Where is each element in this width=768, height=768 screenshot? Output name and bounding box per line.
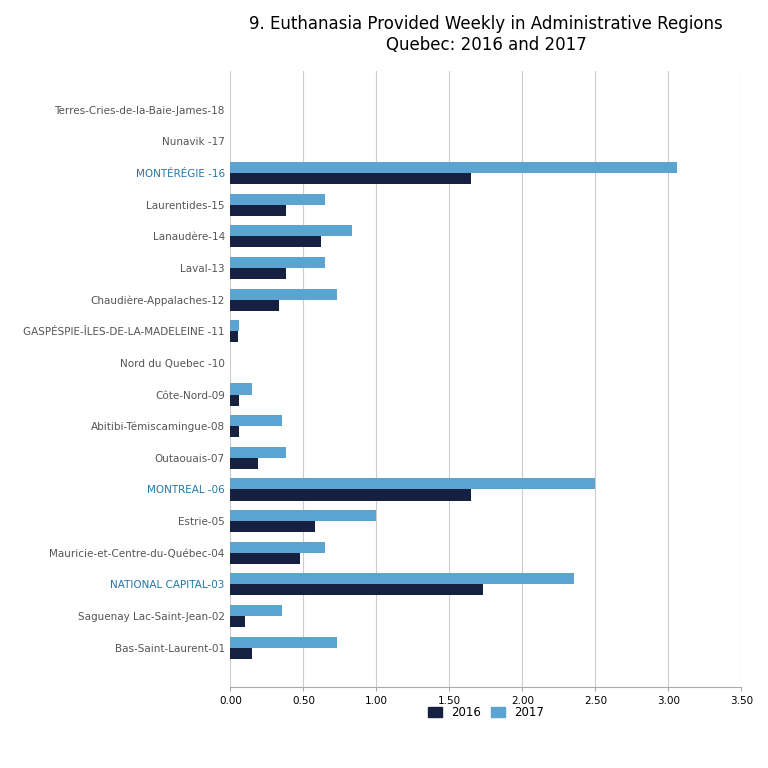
Bar	[230, 489, 472, 501]
Bar	[230, 225, 352, 237]
Bar	[230, 204, 286, 216]
Bar	[230, 257, 326, 268]
Bar	[230, 300, 279, 311]
Bar	[230, 383, 253, 395]
Bar	[230, 395, 239, 406]
Bar	[230, 584, 483, 595]
Bar	[230, 289, 337, 300]
Bar	[230, 458, 258, 469]
Bar	[230, 331, 238, 343]
Bar	[230, 237, 321, 247]
Bar	[230, 605, 282, 616]
Bar	[230, 478, 595, 489]
Bar	[230, 637, 337, 647]
Bar	[230, 173, 472, 184]
Bar	[230, 521, 315, 532]
Bar	[230, 574, 574, 584]
Legend: 2016, 2017: 2016, 2017	[423, 702, 549, 724]
Bar	[230, 194, 326, 204]
Bar	[230, 320, 239, 331]
Bar	[230, 447, 286, 458]
Bar	[230, 162, 677, 173]
Bar	[230, 268, 286, 279]
Bar	[230, 647, 253, 659]
Bar	[230, 415, 282, 426]
Bar	[230, 541, 326, 553]
Bar	[230, 426, 239, 437]
Bar	[230, 553, 300, 564]
Bar	[230, 616, 245, 627]
Bar	[230, 510, 376, 521]
Title: 9. Euthanasia Provided Weekly in Administrative Regions
Quebec: 2016 and 2017: 9. Euthanasia Provided Weekly in Adminis…	[249, 15, 723, 54]
